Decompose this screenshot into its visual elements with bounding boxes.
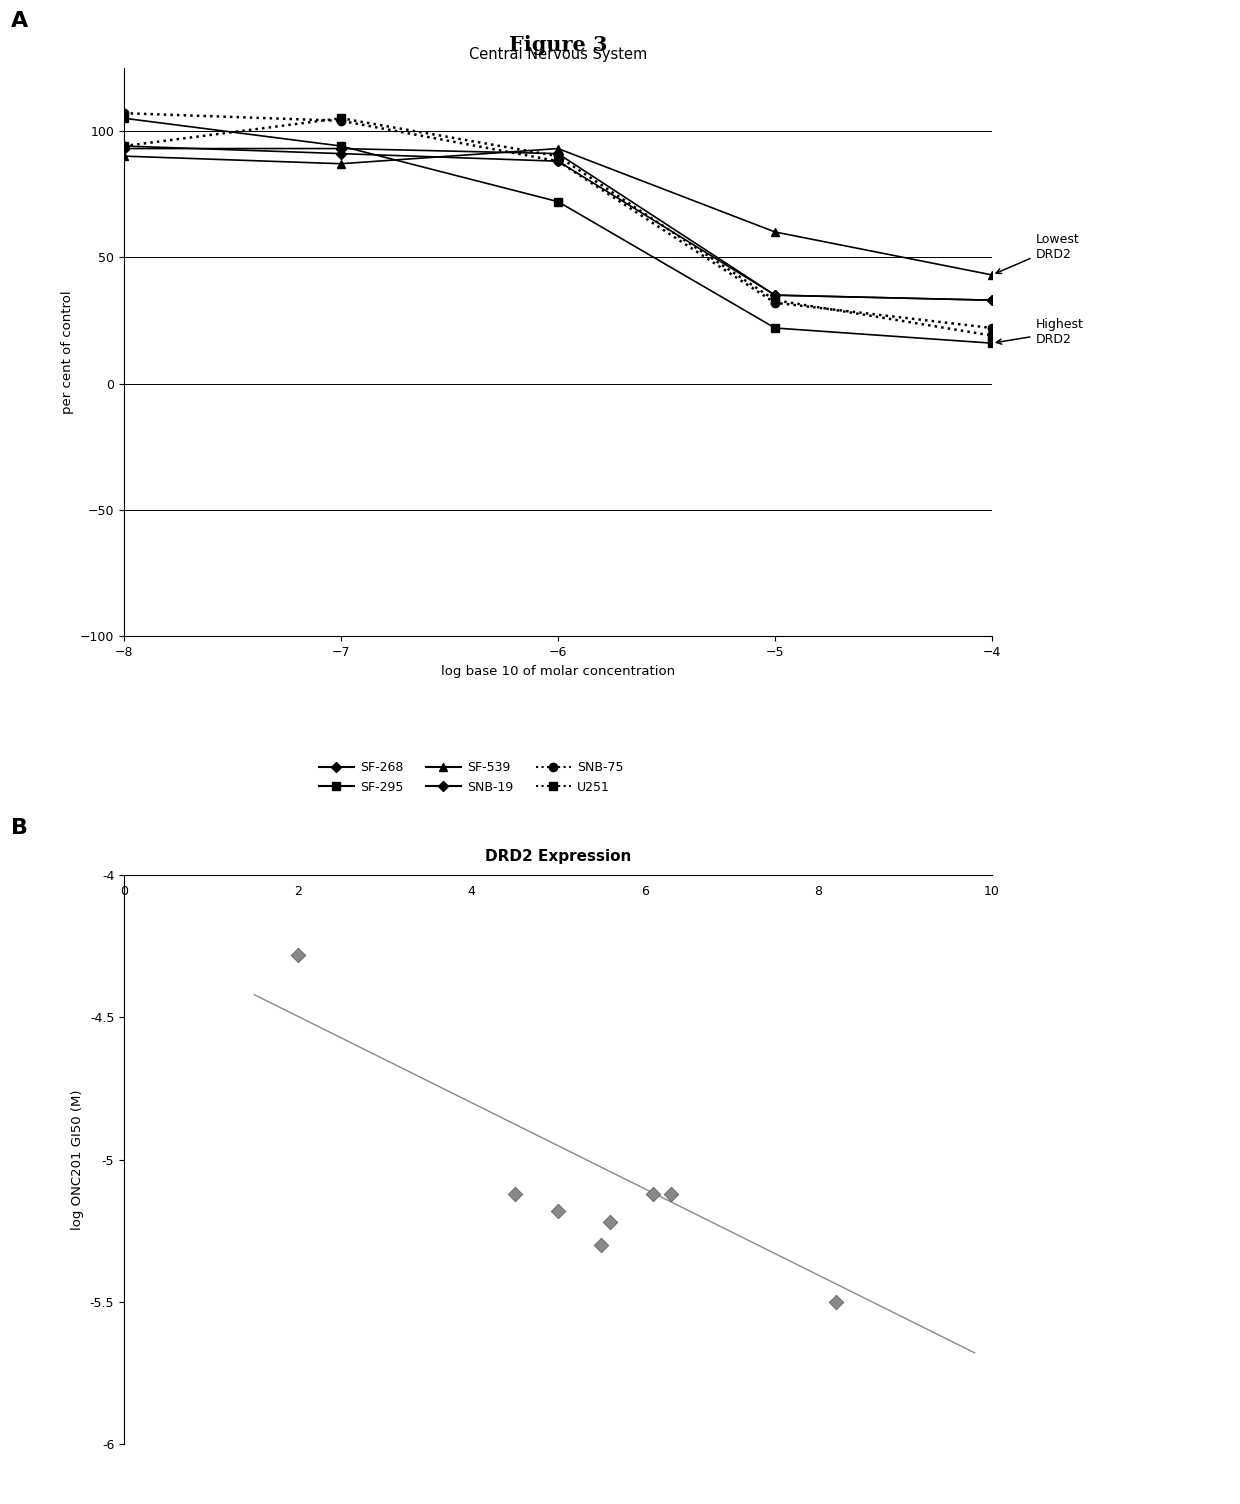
Point xyxy=(548,1199,568,1223)
Point xyxy=(826,1289,846,1313)
Text: A: A xyxy=(11,11,29,30)
Legend: SF-268, SF-295, SF-539, SNB-19, SNB-75, U251: SF-268, SF-295, SF-539, SNB-19, SNB-75, … xyxy=(314,757,629,799)
Point xyxy=(591,1233,611,1257)
Text: Lowest
DRD2: Lowest DRD2 xyxy=(996,233,1079,274)
Point xyxy=(600,1211,620,1235)
Y-axis label: per cent of control: per cent of control xyxy=(61,290,74,414)
Title: DRD2 Expression: DRD2 Expression xyxy=(485,850,631,865)
Point xyxy=(661,1182,681,1206)
Point xyxy=(644,1182,663,1206)
Text: Figure 3: Figure 3 xyxy=(508,35,608,54)
Point xyxy=(505,1182,525,1206)
X-axis label: log base 10 of molar concentration: log base 10 of molar concentration xyxy=(441,665,675,678)
Y-axis label: log ONC201 GI50 (M): log ONC201 GI50 (M) xyxy=(71,1089,84,1230)
Point xyxy=(288,943,308,967)
Title: Central Nervous System: Central Nervous System xyxy=(469,47,647,62)
Text: Highest
DRD2: Highest DRD2 xyxy=(997,319,1084,346)
Text: B: B xyxy=(11,818,29,838)
